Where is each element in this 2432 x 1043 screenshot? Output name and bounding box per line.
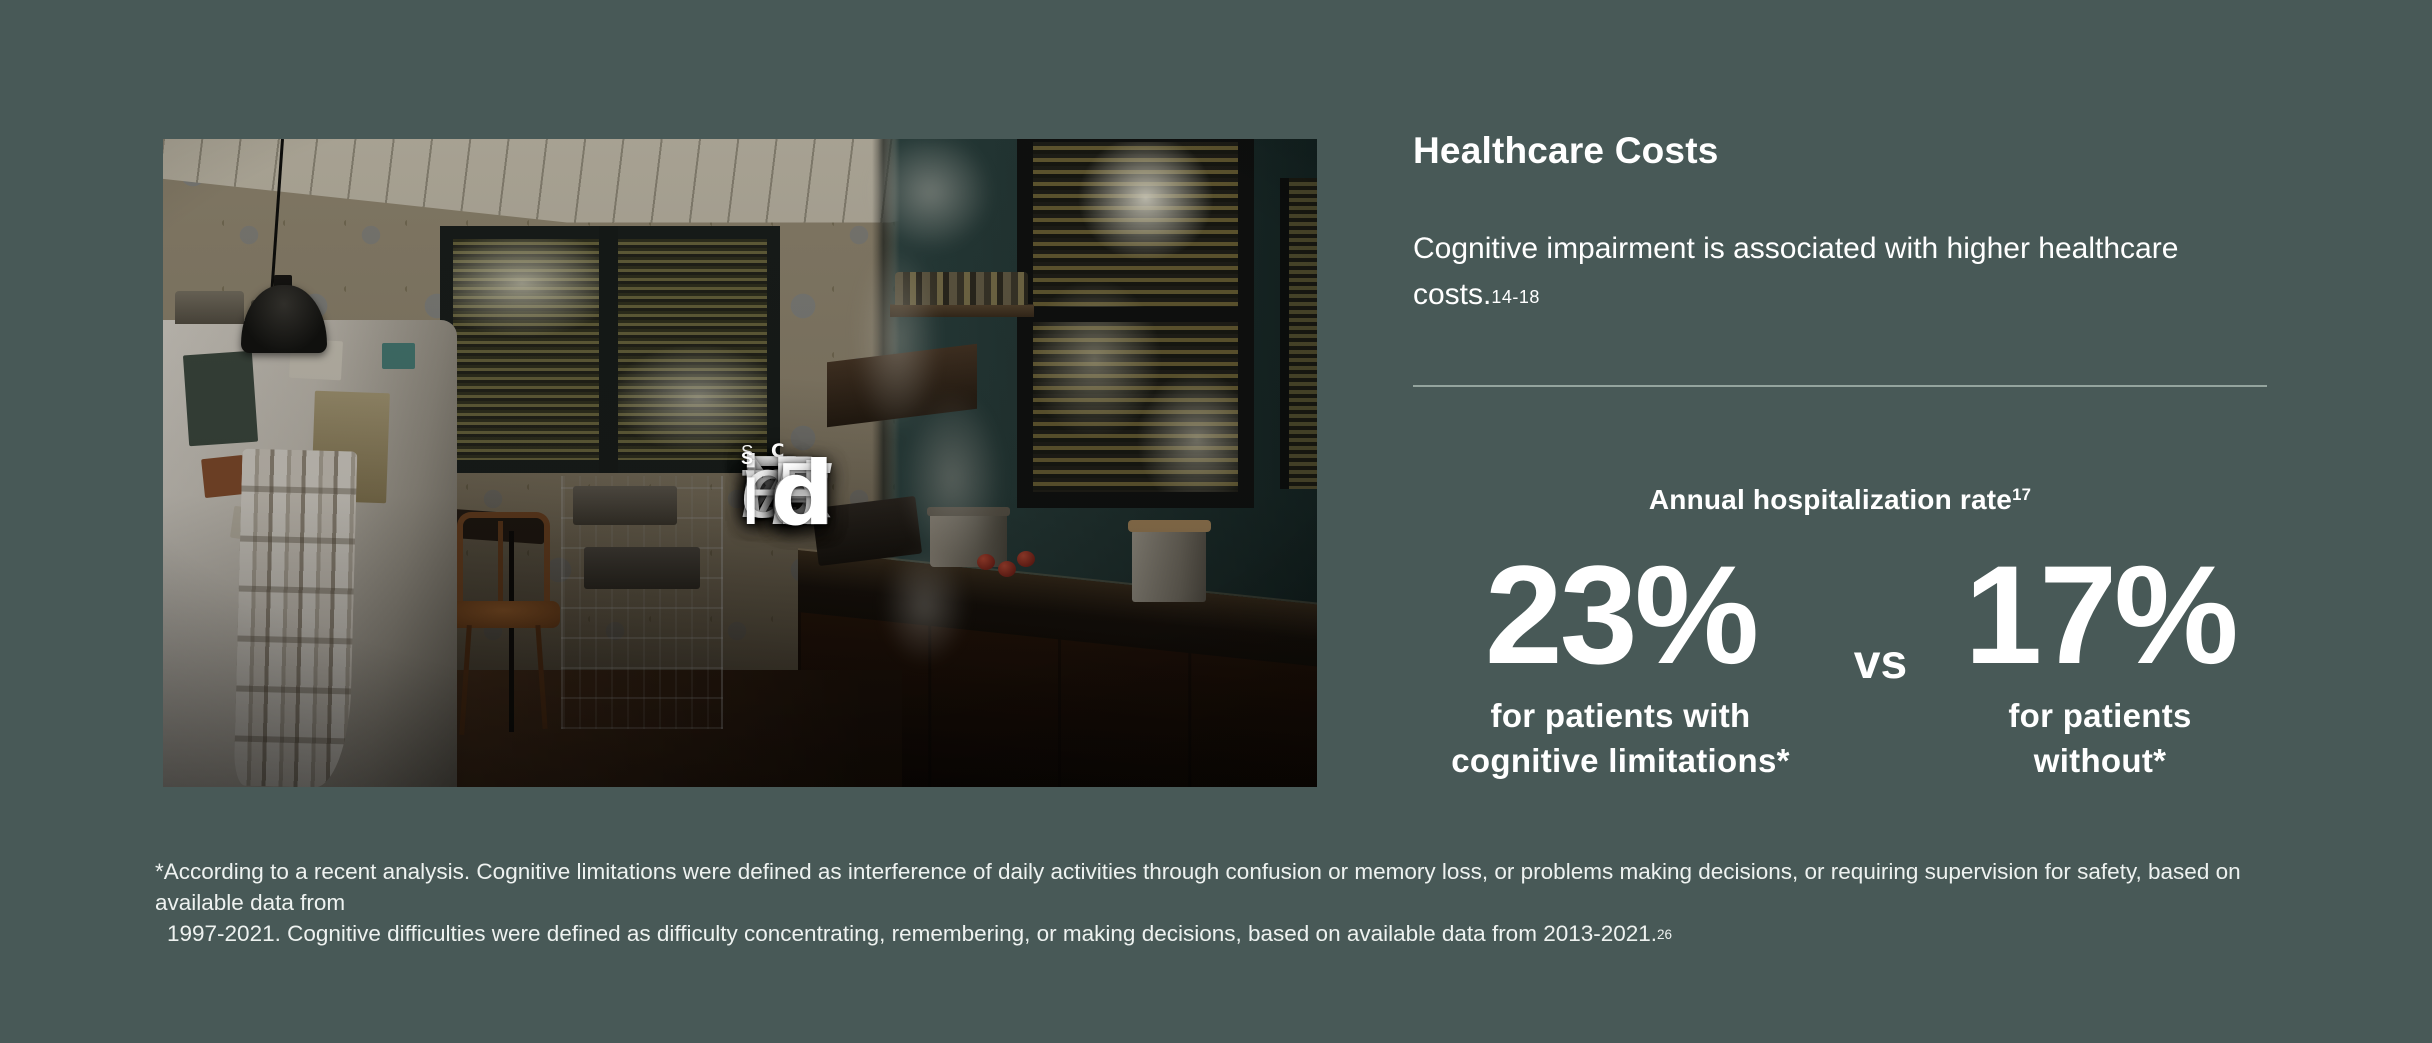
- versus-label: vs: [1853, 636, 1908, 689]
- overlay-letter: N: [771, 444, 835, 543]
- photo-dark-overlay: [163, 139, 1317, 787]
- overlay-letter: i: [741, 437, 761, 536]
- overlay-letter: E: [741, 437, 800, 536]
- stat-caption-left-line2: cognitive limitations*: [1451, 742, 1790, 779]
- overlay-letter: e: [771, 437, 820, 536]
- overlay-letter: i: [741, 444, 761, 543]
- footnote-text-1: According to a recent analysis. Cognitiv…: [155, 859, 2241, 915]
- stats-title-citation: 17: [2012, 485, 2032, 504]
- overlay-letter: d: [771, 442, 834, 545]
- footnote-text-2: 1997-2021. Cognitive difficulties were d…: [167, 921, 1658, 946]
- overlay-letter: S: [741, 448, 753, 468]
- stats-comparison: 23% for patients with cognitive limitati…: [1413, 545, 2267, 783]
- overlay-letter: t: [741, 437, 766, 536]
- stat-caption-left: for patients with cognitive limitations*: [1451, 693, 1790, 783]
- overlay-letter: v: [741, 437, 785, 536]
- overlay-letter: E: [777, 444, 824, 543]
- stat-caption-right: for patients without*: [2008, 693, 2191, 783]
- body-text: Cognitive impairment is associated with …: [1413, 232, 2179, 311]
- overlay-letter: e: [741, 437, 790, 536]
- stat-without-limitations: 17% for patients without*: [1933, 545, 2267, 783]
- overlay-letter: d: [771, 444, 820, 543]
- stat-value-right: 17%: [1964, 536, 2238, 693]
- horizontal-divider: [1413, 385, 2267, 387]
- stats-title-text: Annual hospitalization rate: [1648, 484, 2013, 515]
- footnote-citation: 26: [1657, 927, 1673, 942]
- content-panel: Healthcare Costs Cognitive impairment is…: [1413, 0, 2267, 1043]
- overlay-letter: C: [771, 441, 785, 462]
- footnote-line-2: 1997-2021. Cognitive difficulties were d…: [167, 918, 2305, 949]
- section-body-text: Cognitive impairment is associated with …: [1413, 226, 2258, 318]
- stat-caption-left-line1: for patients with: [1490, 697, 1751, 734]
- footnote: *According to a recent analysis. Cogniti…: [155, 856, 2305, 949]
- stat-with-limitations: 23% for patients with cognitive limitati…: [1413, 545, 1828, 783]
- body-citation: 14-18: [1491, 287, 1540, 307]
- overlay-letter: n: [741, 437, 795, 536]
- overlay-letter: S: [741, 441, 754, 462]
- stats-title: Annual hospitalization rate17: [1413, 484, 2267, 516]
- footnote-marker: *: [155, 859, 164, 884]
- overlay-letter: X: [741, 437, 800, 536]
- stat-caption-right-line1: for patients: [2008, 697, 2192, 734]
- overlay-letter: e: [741, 437, 790, 536]
- overlay-letter: e: [771, 444, 820, 543]
- stat-value-left: 23%: [1484, 536, 1759, 693]
- overlay-letter: a: [771, 437, 820, 536]
- section-heading: Healthcare Costs: [1413, 130, 1719, 171]
- stat-caption-right-line2: without*: [2033, 742, 2167, 779]
- footnote-line-1: *According to a recent analysis. Cogniti…: [155, 856, 2305, 918]
- overlay-letter: R: [771, 437, 835, 536]
- overlay-letter: E: [771, 444, 830, 543]
